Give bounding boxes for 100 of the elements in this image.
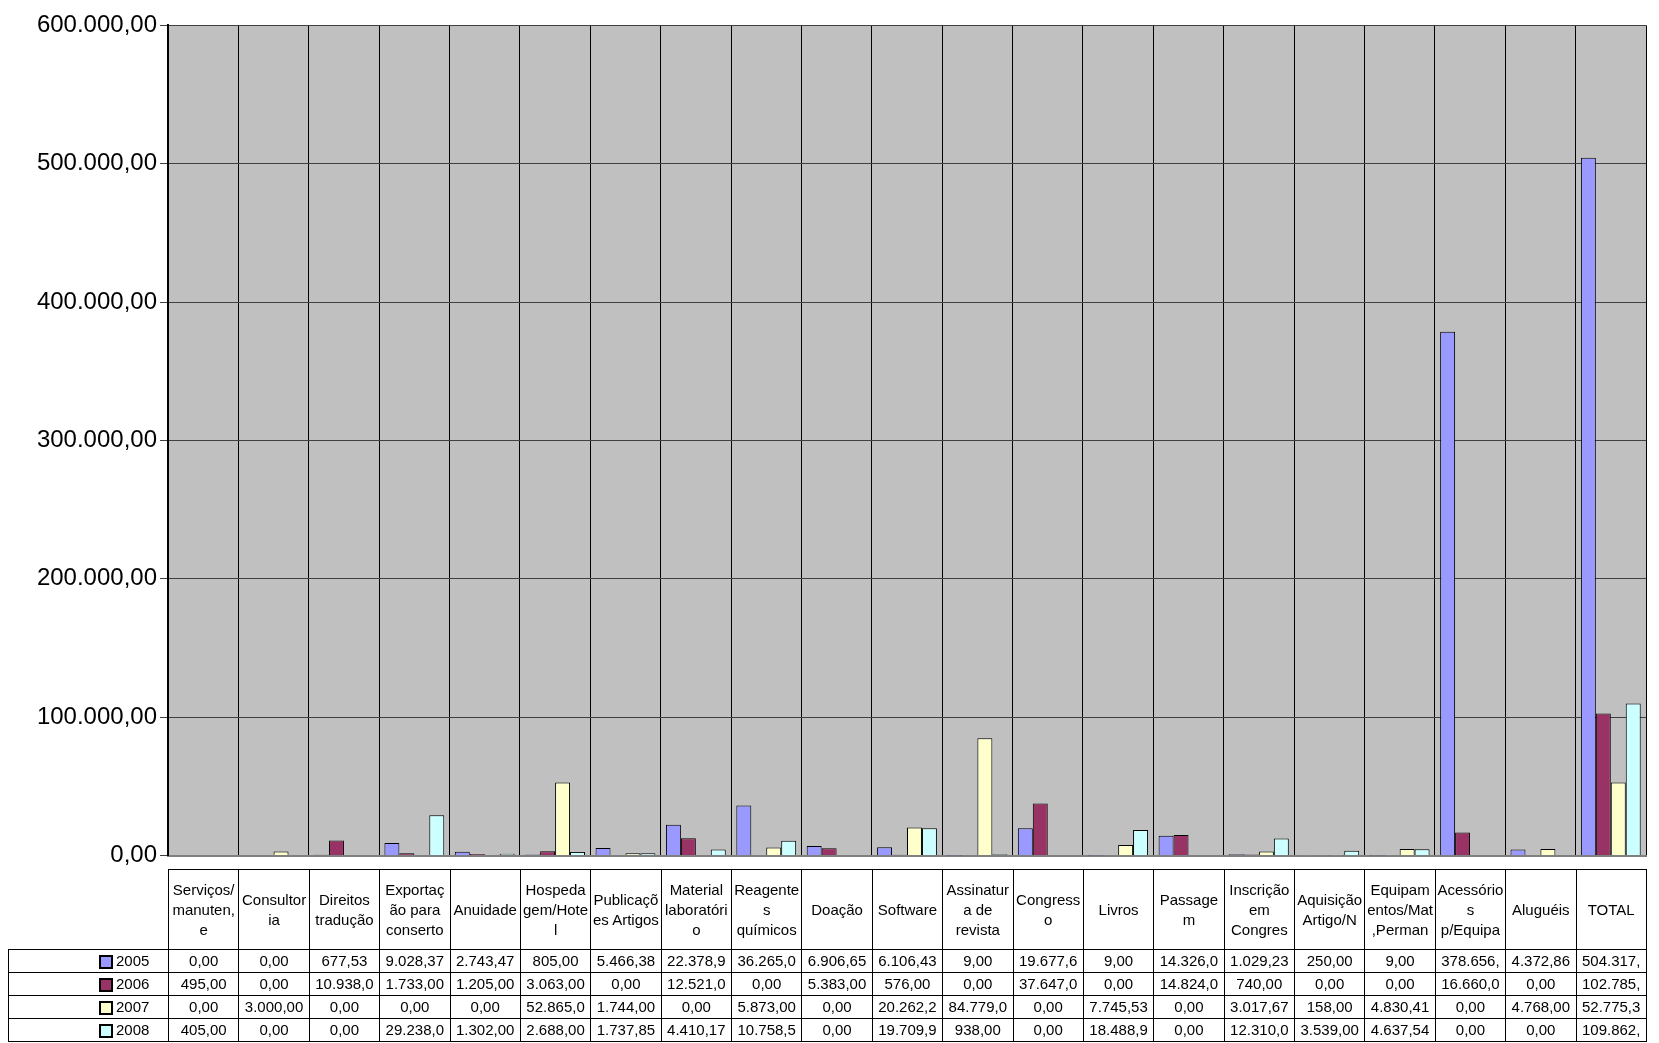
data-label: 0,00 xyxy=(1294,972,1365,996)
x-tick-label: Aquisição Artigo/N xyxy=(1294,869,1365,950)
x-tick-label: Material laboratório xyxy=(661,869,732,950)
data-label: 18.488,9 xyxy=(1083,1018,1154,1042)
x-tick-label: Publicações Artigos xyxy=(590,869,662,950)
legend-label: 2008 xyxy=(116,1021,150,1038)
x-tick-label: Exportação para conserto xyxy=(379,869,450,950)
data-label: 0,00 xyxy=(1505,1018,1576,1042)
x-tick-label: Direitos tradução xyxy=(309,869,380,950)
data-label: 495,00 xyxy=(168,972,239,996)
data-label: 10.938,0 xyxy=(309,972,380,996)
data-label: 3.000,00 xyxy=(238,995,310,1019)
data-label: 740,00 xyxy=(1224,972,1295,996)
data-label: 0,00 xyxy=(238,949,310,973)
data-label: 0,00 xyxy=(1083,972,1154,996)
x-tick-label: Anuidade xyxy=(450,869,521,950)
data-label: 102.785, xyxy=(1576,972,1647,996)
data-label: 1.737,85 xyxy=(590,1018,662,1042)
data-label: 0,00 xyxy=(379,995,450,1019)
x-tick-label: Assinatura de revista xyxy=(942,869,1013,950)
y-tick-label: 200.000,00 xyxy=(36,563,157,591)
x-tick-label: Acessórios p/Equipa xyxy=(1435,869,1506,950)
data-label: 6.906,65 xyxy=(801,949,873,973)
x-tick-label: Doação xyxy=(801,869,873,950)
data-label: 84.779,0 xyxy=(942,995,1013,1019)
data-label: 7.745,53 xyxy=(1083,995,1154,1019)
data-label: 9,00 xyxy=(942,949,1013,973)
data-label: 9,00 xyxy=(1083,949,1154,973)
x-tick-label: Inscrição em Congres xyxy=(1224,869,1295,950)
data-label: 22.378,9 xyxy=(661,949,732,973)
data-label: 37.647,0 xyxy=(1013,972,1084,996)
data-label: 0,00 xyxy=(450,995,521,1019)
x-tick-label: Serviços/manuten,e xyxy=(168,869,239,950)
data-label: 504.317, xyxy=(1576,949,1647,973)
data-label: 0,00 xyxy=(1013,1018,1084,1042)
x-tick-label: Consultoria xyxy=(238,869,310,950)
data-label: 9,00 xyxy=(1364,949,1436,973)
data-label: 29.238,0 xyxy=(379,1018,450,1042)
y-tick-label: 300.000,00 xyxy=(36,425,157,453)
data-label: 1.744,00 xyxy=(590,995,662,1019)
data-label: 6.106,43 xyxy=(872,949,943,973)
x-tick-label: Congresso xyxy=(1013,869,1084,950)
data-label: 5.383,00 xyxy=(801,972,873,996)
x-tick-label: Passagem xyxy=(1153,869,1225,950)
y-tick-label: 400.000,00 xyxy=(36,286,157,314)
data-label: 1.205,00 xyxy=(450,972,521,996)
y-tick-label: 600.000,00 xyxy=(36,10,157,38)
data-label: 158,00 xyxy=(1294,995,1365,1019)
x-tick-label: Equipamentos/Mat,Perman xyxy=(1364,869,1436,950)
data-label: 378.656, xyxy=(1435,949,1506,973)
data-label: 0,00 xyxy=(238,972,310,996)
data-label: 20.262,2 xyxy=(872,995,943,1019)
data-label: 19.709,9 xyxy=(872,1018,943,1042)
data-label: 109.862, xyxy=(1576,1018,1647,1042)
data-label: 9.028,37 xyxy=(379,949,450,973)
data-label: 14.326,0 xyxy=(1153,949,1225,973)
x-tick-label: TOTAL xyxy=(1576,869,1647,950)
data-label: 36.265,0 xyxy=(731,949,802,973)
data-label: 5.873,00 xyxy=(731,995,802,1019)
data-label: 10.758,5 xyxy=(731,1018,802,1042)
data-label: 0,00 xyxy=(309,995,380,1019)
data-label: 0,00 xyxy=(661,995,732,1019)
data-label: 250,00 xyxy=(1294,949,1365,973)
x-tick-label: Aluguéis xyxy=(1505,869,1576,950)
legend-label: 2007 xyxy=(116,998,150,1015)
data-label: 14.824,0 xyxy=(1153,972,1225,996)
data-label: 677,53 xyxy=(309,949,380,973)
x-tick-label: Software xyxy=(872,869,943,950)
data-label: 4.410,17 xyxy=(661,1018,732,1042)
data-label: 3.017,67 xyxy=(1224,995,1295,1019)
data-label: 2.743,47 xyxy=(450,949,521,973)
data-label: 0,00 xyxy=(801,995,873,1019)
data-label: 0,00 xyxy=(1153,995,1225,1019)
data-label: 12.310,0 xyxy=(1224,1018,1295,1042)
data-label: 1.029,23 xyxy=(1224,949,1295,973)
y-tick-label: 0,00 xyxy=(110,840,157,868)
data-label: 576,00 xyxy=(872,972,943,996)
data-label: 0,00 xyxy=(1013,995,1084,1019)
data-label: 805,00 xyxy=(520,949,591,973)
data-label: 52.865,0 xyxy=(520,995,591,1019)
data-label: 4.637,54 xyxy=(1364,1018,1436,1042)
data-label: 3.063,00 xyxy=(520,972,591,996)
data-label: 16.660,0 xyxy=(1435,972,1506,996)
data-label: 5.466,38 xyxy=(590,949,662,973)
data-label: 0,00 xyxy=(942,972,1013,996)
data-label: 405,00 xyxy=(168,1018,239,1042)
data-label: 4.372,86 xyxy=(1505,949,1576,973)
y-tick-label: 100.000,00 xyxy=(36,701,157,729)
legend-label: 2005 xyxy=(116,952,150,969)
data-label: 1.733,00 xyxy=(379,972,450,996)
data-label: 2.688,00 xyxy=(520,1018,591,1042)
x-tick-label: Livros xyxy=(1083,869,1154,950)
data-label: 1.302,00 xyxy=(450,1018,521,1042)
x-tick-label: Hospedagem/Hotel xyxy=(520,869,591,950)
data-label: 0,00 xyxy=(309,1018,380,1042)
legend-label: 2006 xyxy=(116,975,150,992)
data-label: 0,00 xyxy=(1153,1018,1225,1042)
x-tick-label: Reagentes químicos xyxy=(731,869,802,950)
data-label: 4.768,00 xyxy=(1505,995,1576,1019)
y-tick-label: 500.000,00 xyxy=(36,148,157,176)
